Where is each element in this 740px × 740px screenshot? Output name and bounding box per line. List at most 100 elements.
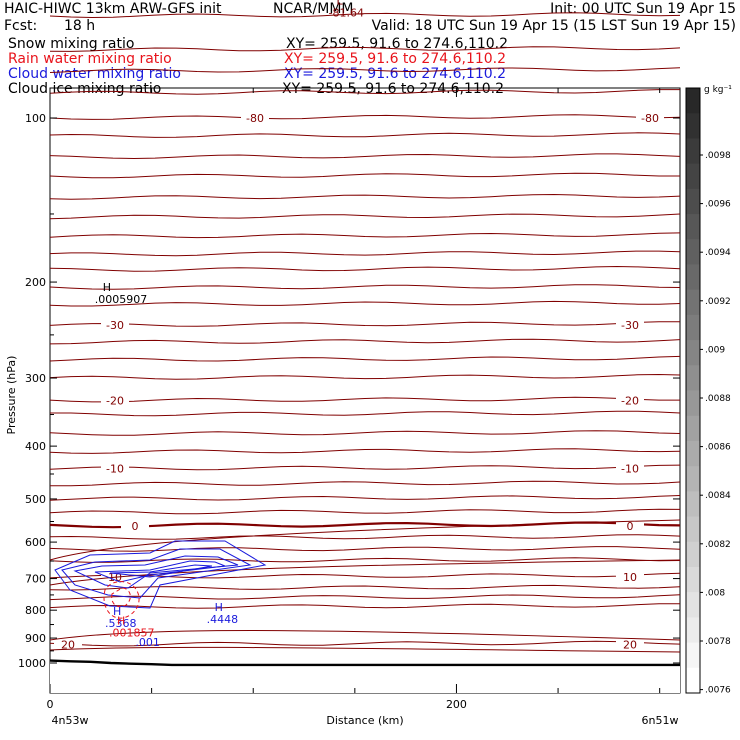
org-label: NCAR/MMM xyxy=(273,1,354,17)
y-tick-label: 800 xyxy=(25,604,46,617)
contour-label: 20 xyxy=(623,639,637,652)
extremum-value: .001857 xyxy=(109,627,155,640)
contour-label-bg xyxy=(241,111,269,124)
high-marker: H xyxy=(215,601,223,614)
colorbar-label: .0096 xyxy=(705,200,731,210)
field-xy-cloud-ice: XY= 259.5, 91.6 to 274.6,110.2 xyxy=(282,81,504,97)
model-title: HAIC-HIWC 13km ARW-GFS init xyxy=(4,1,222,17)
temperature-contour xyxy=(49,557,681,563)
contour-label: -80 xyxy=(246,112,264,125)
colorbar-swatch xyxy=(686,466,700,492)
contour-label: 20 xyxy=(61,639,75,652)
contour-label-bg xyxy=(121,518,149,532)
colorbar-label: .0082 xyxy=(705,540,731,550)
colorbar-swatch xyxy=(686,390,700,417)
colorbar-swatch xyxy=(686,566,700,593)
y-tick-label: 700 xyxy=(25,573,46,586)
colorbar-frame xyxy=(685,87,701,694)
temperature-contour xyxy=(49,193,681,200)
temperature-contour xyxy=(49,373,681,380)
temperature-contour xyxy=(49,284,681,290)
contour-label: 0 xyxy=(132,520,139,533)
contour-label: -10 xyxy=(106,463,124,476)
colorbar-swatch xyxy=(686,592,700,618)
temperature-contour xyxy=(49,132,681,138)
contour-label-bg xyxy=(636,111,664,124)
colorbar-label: .008 xyxy=(705,588,725,598)
colorbar-swatch xyxy=(686,365,700,391)
colorbar-swatch xyxy=(686,314,700,341)
colorbar-swatch xyxy=(686,516,700,543)
temperature-contour xyxy=(49,250,681,257)
temperature-contour xyxy=(49,495,681,501)
right-endpoint-label: 6n51w xyxy=(642,714,679,727)
cloud-water-contour xyxy=(61,548,252,599)
contour-label: -30 xyxy=(621,319,639,332)
cloud-water-contour xyxy=(73,555,239,589)
temperature-contour xyxy=(49,46,681,52)
field-xy-snow: XY= 259.5, 91.6 to 274.6,110.2 xyxy=(286,36,508,52)
field-label-cloud-ice: Cloud ice mixing ratio xyxy=(8,81,161,97)
colorbar-swatch xyxy=(686,138,700,165)
contour-label: -20 xyxy=(106,395,124,408)
temperature-contour xyxy=(49,232,681,239)
fcst-label: Fcst: xyxy=(4,18,37,34)
contour-label: -80 xyxy=(641,112,659,125)
temperature-contour xyxy=(49,213,681,220)
colorbar-label: .0094 xyxy=(705,248,731,258)
colorbar-swatch xyxy=(686,541,700,568)
colorbar-swatch xyxy=(686,491,700,518)
x-axis-ticks: 0 200 xyxy=(47,88,661,711)
temperature-contour xyxy=(49,546,681,552)
contour-label-bg xyxy=(101,461,129,475)
cloud-water-contour xyxy=(94,560,226,583)
colorbar-swatch xyxy=(686,642,700,669)
temperature-contour xyxy=(49,430,681,436)
contour-label-bg xyxy=(616,318,644,332)
temperature-contour xyxy=(49,300,681,307)
field-label-rain: Rain water mixing ratio xyxy=(8,51,172,67)
colorbar-label: .0098 xyxy=(705,151,731,161)
colorbar-label: .0084 xyxy=(705,491,731,501)
contour-label-bg xyxy=(616,393,644,407)
temperature-contour xyxy=(49,508,681,515)
contour-label-bg xyxy=(616,637,644,651)
plot-frame xyxy=(49,87,681,694)
temperature-contour xyxy=(49,534,681,540)
colorbar-label: .0078 xyxy=(705,637,731,647)
cloud-water-contour xyxy=(54,540,267,609)
field-label-snow: Snow mixing ratio xyxy=(8,36,134,52)
colorbar-swatch xyxy=(686,239,700,265)
colorbar-swatch xyxy=(686,667,700,694)
terrain-fill xyxy=(50,660,680,693)
temperature-contour xyxy=(49,12,681,19)
x-tick-label: 200 xyxy=(446,698,467,711)
colorbar-label: .0076 xyxy=(705,686,731,696)
high-marker: H xyxy=(103,281,111,294)
field-label-cloud-water: Cloud water mixing ratio xyxy=(8,66,181,82)
y-tick-label: 500 xyxy=(25,493,46,506)
high-marker: H xyxy=(117,615,125,628)
temperature-contour-labeled xyxy=(49,321,681,327)
temperature-contour-labeled xyxy=(49,640,681,647)
colorbar: .0098 .0096 .0094 .0092 .009 .0088 .0086 .0084.… xyxy=(685,87,731,696)
temperature-contour xyxy=(50,480,681,487)
contour-label: 10 xyxy=(623,571,637,584)
y-tick-label: 600 xyxy=(25,536,46,549)
temperature-contour xyxy=(49,67,681,73)
contour-label: -30 xyxy=(106,319,124,332)
colorbar-unit: g kg⁻¹ xyxy=(704,85,732,95)
fcst-value: 18 h xyxy=(64,18,95,34)
temperature-contour xyxy=(49,584,681,591)
temperature-contour-labeled xyxy=(49,396,680,403)
contour-label-bg xyxy=(616,569,644,583)
colorbar-swatch xyxy=(686,617,700,644)
colorbar-label: .0088 xyxy=(705,394,731,404)
temperature-contour xyxy=(49,355,681,362)
colorbar-swatch xyxy=(686,188,700,215)
rain-water-contour xyxy=(111,587,131,608)
colorbar-label: .0086 xyxy=(705,443,731,453)
temperature-contour xyxy=(49,153,681,160)
